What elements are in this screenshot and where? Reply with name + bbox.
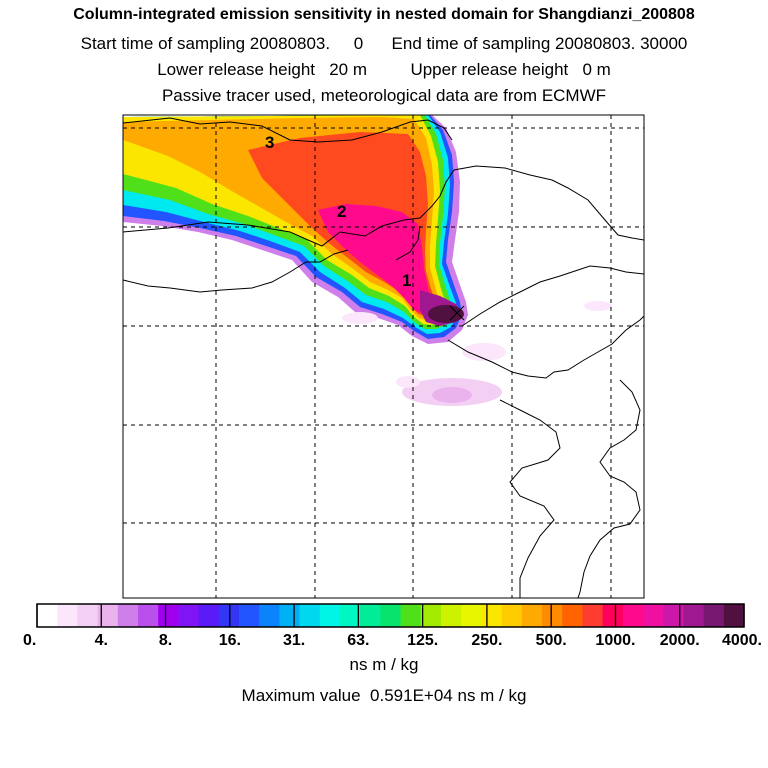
- upper-release-label: Upper release height: [410, 60, 569, 79]
- colorbar-tick-label: 4000.: [722, 632, 762, 649]
- upper-release-value: 0 m: [582, 60, 611, 79]
- colorbar-tick-label: 500.: [536, 632, 567, 649]
- colorbar-units: ns m / kg: [349, 655, 419, 674]
- colorbar-tick-label: 250.: [471, 632, 502, 649]
- colorbar-tick-label: 31.: [283, 632, 305, 649]
- tracer-info: Passive tracer used, meteorological data…: [161, 86, 607, 105]
- colorbar-swatch: [198, 604, 220, 627]
- colorbar-tick-label: 0.: [23, 632, 36, 649]
- colorbar-frame: [36, 603, 745, 628]
- colorbar-swatch: [178, 604, 200, 627]
- inner-border: [395, 225, 421, 261]
- faint-patch-east: [462, 343, 506, 361]
- receptor-marker: [449, 305, 465, 321]
- colorbar-tick-label: 1000.: [595, 632, 635, 649]
- coastlines: [123, 117, 644, 598]
- colorbar-swatch: [380, 604, 402, 627]
- colorbar-swatch: [723, 604, 745, 627]
- faint-patch-far-east: [584, 301, 612, 311]
- lower-release-label: Lower release height: [157, 60, 316, 79]
- colorbar-swatch: [138, 604, 159, 627]
- colorbar-swatch: [622, 604, 644, 627]
- max-value-label: Maximum value: [241, 686, 361, 705]
- colorbar-swatch: [239, 604, 260, 627]
- faint-patch-east2: [396, 376, 420, 388]
- southern-coastline: [123, 249, 349, 293]
- colorbar-swatch: [441, 604, 462, 627]
- colorbar-swatch: [360, 604, 381, 627]
- end-time-label: End time of sampling 20080803. 30000: [391, 34, 688, 53]
- max-value-units: ns m / kg: [457, 686, 527, 705]
- map-label-3: 3: [265, 133, 274, 152]
- colorbar-tick-label: 63.: [347, 632, 369, 649]
- southern-peninsula-coast: [499, 399, 561, 598]
- release-height-line: Lower release height 20 m Upper release …: [0, 60, 768, 80]
- colorbar: [36, 603, 745, 628]
- colorbar-swatch: [663, 604, 684, 627]
- faint-patch-south-core: [432, 387, 472, 403]
- colorbar-swatch: [643, 604, 664, 627]
- colorbar-swatch: [703, 604, 725, 627]
- colorbar-swatch: [319, 604, 341, 627]
- colorbar-swatch: [158, 604, 179, 627]
- east-land-line: [461, 265, 644, 327]
- faint-patch-west: [342, 312, 378, 324]
- graticule: [123, 115, 644, 598]
- colorbar-swatch: [259, 604, 280, 627]
- colorbar-tick-label: 4.: [95, 632, 108, 649]
- map-label-1: 1: [402, 271, 411, 290]
- colorbar-swatch: [481, 604, 503, 627]
- plume-dark-core: [428, 305, 464, 323]
- plume-pink: [318, 204, 432, 314]
- map-frame: [122, 114, 645, 599]
- colorbar-tick-label: 125.: [407, 632, 438, 649]
- colorbar-tick-labels: 0. 4. 8. 16. 31. 63. 125. 250. 500. 1000. 2000. 400…: [23, 632, 762, 649]
- colorbar-tick-label: 16.: [219, 632, 241, 649]
- lower-release-value: 20 m: [329, 60, 367, 79]
- colorbar-tick-label: 8.: [159, 632, 172, 649]
- colorbar-swatch: [602, 604, 624, 627]
- start-time-value: 0: [353, 34, 364, 53]
- peninsula-coast: [447, 315, 644, 379]
- colorbar-tick-label: 2000.: [660, 632, 700, 649]
- eastern-coast: [577, 379, 641, 598]
- colorbar-swatch: [420, 604, 442, 627]
- colorbar-swatch: [542, 604, 563, 627]
- colorbar-swatch: [218, 604, 240, 627]
- northern-border-line: [123, 117, 453, 143]
- colorbar-swatch: [461, 604, 482, 627]
- plot-title: Column-integrated emission sensitivity i…: [73, 6, 695, 23]
- map-label-2: 2: [337, 202, 346, 221]
- colorbar-swatch: [97, 604, 119, 627]
- colorbar-swatch: [562, 604, 583, 627]
- max-value: 0.591E+04: [370, 686, 453, 705]
- colorbar-swatch: [582, 604, 604, 627]
- colorbar-swatch: [77, 604, 99, 627]
- start-time-label: Start time of sampling 20080803.: [80, 34, 331, 53]
- colorbar-swatch: [37, 604, 58, 627]
- colorbar-swatch: [279, 604, 301, 627]
- colorbar-swatch: [400, 604, 422, 627]
- sensitivity-field: [123, 115, 644, 598]
- colorbar-swatch: [299, 604, 321, 627]
- colorbar-swatch: [501, 604, 523, 627]
- colorbar-swatch: [683, 604, 705, 627]
- colorbar-swatch: [117, 604, 139, 627]
- maximum-value-line: Maximum value 0.591E+04 ns m / kg: [0, 686, 768, 706]
- colorbar-swatch: [521, 604, 543, 627]
- colorbar-swatch: [340, 604, 361, 627]
- gulf-coastline: [123, 165, 644, 247]
- sampling-time-line: Start time of sampling 20080803. 0 End t…: [0, 34, 768, 54]
- colorbar-swatch: [57, 604, 78, 627]
